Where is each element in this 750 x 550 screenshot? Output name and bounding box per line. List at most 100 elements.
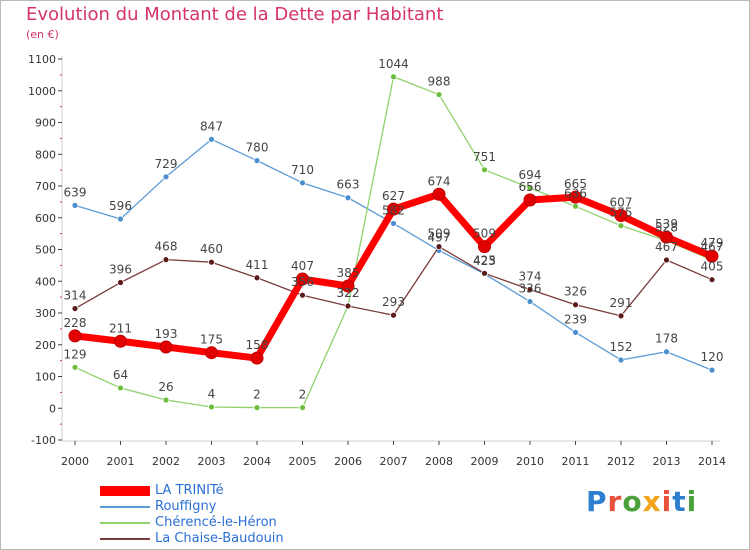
x-tick-label: 2014 <box>698 455 726 468</box>
logo-letter: i <box>686 485 698 518</box>
data-point-la-trinite <box>432 187 446 201</box>
data-label-la-trinite: 627 <box>382 189 405 203</box>
proxiti-logo: Proxiti <box>586 485 697 518</box>
data-point-la-chaise-baudouin <box>617 312 625 320</box>
data-point-la-trinite <box>159 340 173 354</box>
data-point-rouffigny <box>572 328 579 336</box>
data-label-rouffigny: 663 <box>337 178 360 192</box>
data-point-rouffigny <box>390 220 397 227</box>
data-point-la-trinite <box>660 230 673 244</box>
legend-label-la-chaise-baudouin: La Chaise-Baudouin <box>155 531 284 546</box>
data-label-la-trinite: 228 <box>64 316 87 330</box>
data-label-rouffigny: 152 <box>610 340 633 354</box>
data-label-rouffigny: 582 <box>382 203 405 217</box>
legend-label-rouffigny: Rouffigny <box>155 499 217 514</box>
data-point-rouffigny <box>253 157 261 165</box>
y-tick-label: 100 <box>35 371 56 384</box>
legend-swatch-rouffigny <box>100 506 150 508</box>
y-tick-label: 700 <box>35 180 56 193</box>
data-point-cherence-le-heron <box>71 363 79 371</box>
data-point-la-chaise-baudouin <box>299 291 306 299</box>
data-label-la-trinite: 158 <box>246 338 269 352</box>
data-point-cherence-le-heron <box>617 222 625 230</box>
data-point-rouffigny <box>117 215 124 223</box>
x-tick-label: 2004 <box>243 455 271 468</box>
data-label-la-trinite: 539 <box>655 217 678 231</box>
data-label-cherence-le-heron: 751 <box>473 150 496 164</box>
data-label-la-chaise-baudouin: 314 <box>64 289 87 303</box>
data-point-rouffigny <box>299 179 306 187</box>
x-tick-label: 2012 <box>607 455 635 468</box>
data-label-rouffigny: 178 <box>655 332 678 346</box>
data-point-la-chaise-baudouin <box>117 279 124 286</box>
data-label-la-chaise-baudouin: 396 <box>109 263 132 277</box>
legend-item-cherence-le-heron: Chérencé-le-Héron <box>100 515 360 531</box>
data-label-cherence-le-heron: 64 <box>113 368 128 382</box>
data-label-cherence-le-heron: 129 <box>64 347 87 361</box>
data-label-la-chaise-baudouin: 509 <box>428 227 451 241</box>
data-point-la-trinite <box>114 334 127 348</box>
y-tick-label: 200 <box>35 339 56 352</box>
logo-letter: t <box>672 485 687 518</box>
data-label-la-chaise-baudouin: 468 <box>155 240 178 254</box>
data-point-la-trinite <box>250 351 264 365</box>
data-point-la-trinite <box>569 190 582 204</box>
data-label-rouffigny: 780 <box>246 141 269 155</box>
data-point-la-chaise-baudouin <box>526 286 534 293</box>
y-tick-label: -100 <box>31 434 56 447</box>
data-label-la-trinite: 607 <box>610 196 633 210</box>
data-label-la-trinite: 674 <box>428 174 451 188</box>
data-point-la-trinite <box>614 209 628 223</box>
data-point-rouffigny <box>344 194 352 202</box>
data-point-cherence-le-heron <box>572 202 579 210</box>
data-point-rouffigny <box>708 366 716 374</box>
data-label-la-chaise-baudouin: 293 <box>382 295 405 309</box>
data-label-cherence-le-heron: 26 <box>158 380 173 394</box>
x-tick-label: 2013 <box>653 455 681 468</box>
data-label-la-chaise-baudouin: 374 <box>519 270 542 284</box>
legend-item-la-chaise-baudouin: La Chaise-Baudouin <box>100 531 360 547</box>
chart-unit-label: (en €) <box>26 28 59 41</box>
data-label-la-trinite: 385 <box>337 266 360 280</box>
chart-title: Evolution du Montant de la Dette par Hab… <box>26 4 444 25</box>
data-label-la-chaise-baudouin: 467 <box>655 240 678 254</box>
data-label-cherence-le-heron: 467 <box>701 240 724 254</box>
y-tick-label: 600 <box>35 212 56 225</box>
x-tick-label: 2002 <box>152 455 180 468</box>
data-label-rouffigny: 596 <box>109 199 132 213</box>
data-label-la-trinite: 509 <box>473 227 496 241</box>
data-label-cherence-le-heron: 694 <box>519 168 542 182</box>
data-label-rouffigny: 120 <box>701 350 724 364</box>
data-point-la-chaise-baudouin <box>208 258 215 266</box>
data-point-la-trinite <box>296 272 309 286</box>
data-point-rouffigny <box>617 356 625 364</box>
legend-swatch-la-trinite <box>100 486 150 496</box>
data-label-rouffigny: 639 <box>64 185 87 199</box>
data-point-rouffigny <box>208 135 215 143</box>
data-label-cherence-le-heron: 1044 <box>378 57 409 71</box>
legend-item-la-trinite: LA TRINITé <box>100 483 360 499</box>
legend-swatch-la-chaise-baudouin <box>100 538 150 540</box>
data-label-rouffigny: 729 <box>155 157 178 171</box>
data-label-rouffigny: 710 <box>291 163 314 177</box>
x-tick-label: 2010 <box>516 455 544 468</box>
x-tick-label: 2003 <box>198 455 226 468</box>
data-label-la-chaise-baudouin: 411 <box>246 258 269 272</box>
data-label-la-trinite: 211 <box>109 321 132 335</box>
data-point-cherence-le-heron <box>208 403 215 411</box>
logo-letter: x <box>642 485 662 518</box>
data-point-la-chaise-baudouin <box>663 256 670 264</box>
data-point-la-chaise-baudouin <box>390 311 397 319</box>
legend-label-la-trinite: LA TRINITé <box>155 483 224 498</box>
data-label-cherence-le-heron: 2 <box>253 388 261 402</box>
data-label-la-chaise-baudouin: 405 <box>701 260 724 274</box>
data-point-rouffigny <box>663 348 670 356</box>
data-point-la-chaise-baudouin <box>572 301 579 309</box>
data-point-la-chaise-baudouin <box>344 302 352 310</box>
data-point-cherence-le-heron <box>253 404 261 412</box>
data-label-la-trinite: 656 <box>519 180 542 194</box>
legend-item-rouffigny: Rouffigny <box>100 499 360 515</box>
data-point-cherence-le-heron <box>162 396 170 404</box>
data-label-la-trinite: 479 <box>701 236 724 250</box>
